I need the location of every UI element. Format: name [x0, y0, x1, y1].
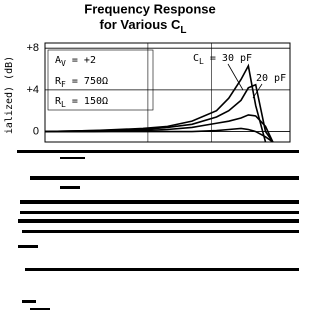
bar-scan: [17, 150, 299, 153]
annotation-text: = 750Ω: [66, 76, 108, 87]
bar-scan: [30, 176, 299, 180]
annotation: CL = 30 pF: [193, 53, 252, 66]
title-text: for Various C: [99, 17, 181, 32]
bar-scan: [30, 308, 50, 310]
y-tick-label: 0: [33, 125, 39, 137]
bar-scan: [22, 230, 299, 233]
bar-scan: [25, 268, 299, 271]
bar-scan: [22, 300, 36, 303]
pointer: [228, 64, 243, 90]
annotation-text: = 30 pF: [204, 53, 252, 64]
plot-area: +8 +4 0 AV = +2 RF = 750Ω RL = 150Ω CL = 30 pF…: [26, 42, 290, 142]
annotation-text: = +2: [66, 55, 96, 66]
chart-title: Frequency Response: [84, 1, 216, 16]
annotation-text: 20 pF: [256, 73, 286, 84]
bar-scan: [18, 219, 299, 223]
annotation: AV = +2: [55, 55, 96, 68]
chart-title: for Various CL: [99, 17, 186, 35]
y-axis-label: ialized) (dB): [4, 56, 15, 134]
annotation: 20 pF: [256, 73, 286, 84]
bar-scan: [60, 186, 80, 189]
series-line: [45, 85, 273, 142]
y-tick-label: +8: [26, 42, 39, 54]
bar-scan: [60, 157, 85, 159]
degraded-region: [17, 150, 299, 310]
annotation: RL = 150Ω: [55, 96, 108, 109]
bar-scan: [20, 200, 299, 204]
annotation-text: = 150Ω: [66, 96, 108, 107]
annotation: RF = 750Ω: [55, 76, 108, 89]
y-tick-label: +4: [26, 84, 39, 96]
title-subscript: L: [180, 25, 186, 36]
bar-scan: [20, 211, 299, 214]
bar-scan: [18, 245, 38, 248]
chart: Frequency Response for Various CL ialize…: [0, 0, 299, 316]
